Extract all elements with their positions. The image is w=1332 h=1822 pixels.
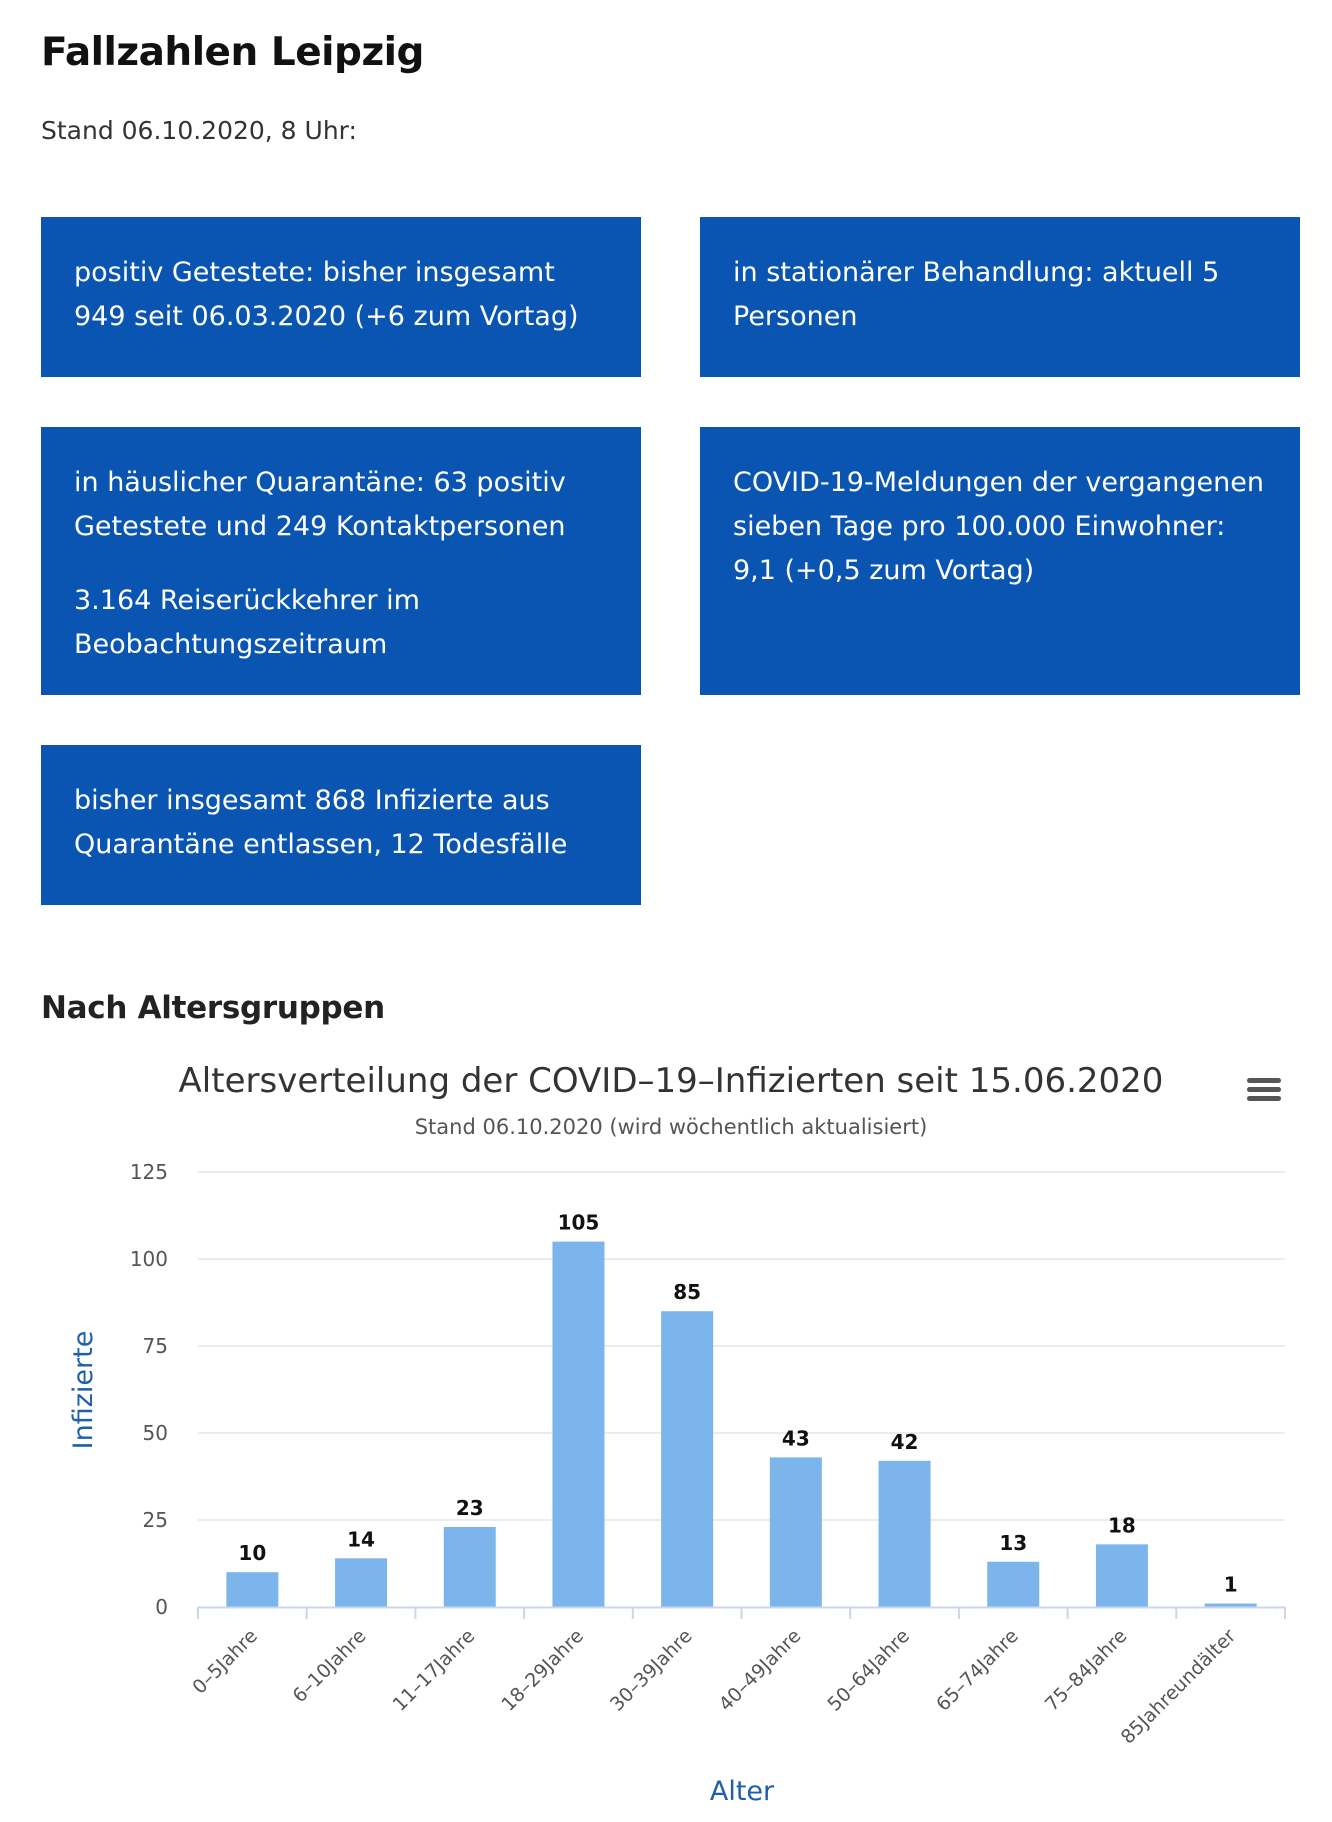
x-axis-title: Alter [710,1776,775,1807]
card-text: in stationärer Behandlung: aktuell 5 Per… [733,257,1220,332]
x-tick-label: 40–49Jahre [715,1625,806,1716]
x-tick-label: 65–74Jahre [932,1625,1023,1716]
x-tick-label: 50–64Jahre [823,1625,914,1716]
bar[interactable] [1204,1603,1257,1607]
x-tick-label: 85Jahreundälter [1117,1625,1241,1749]
chart-gridlines [198,1171,1285,1521]
y-tick-label: 25 [143,1508,168,1532]
hamburger-menu-icon[interactable] [1247,1078,1281,1106]
card-text: in häuslicher Quarantäne: 63 positiv Get… [74,467,566,542]
info-card-recovered-deaths: bisher insgesamt 868 Infizierte aus Quar… [41,745,641,905]
info-card-hospitalized: in stationärer Behandlung: aktuell 5 Per… [700,217,1300,377]
x-tick-label: 75–84Jahre [1041,1625,1132,1716]
chart-subtitle: Stand 06.10.2020 (wird wöchentlich aktua… [415,1115,928,1139]
x-tick-label: 30–39Jahre [606,1625,697,1716]
x-axis-ticks: 0–5Jahre 6–10Jahre 11–17Jahre 18–29Jahre 30–… [188,1625,1240,1749]
section-heading: Nach Altersgruppen [41,990,385,1026]
data-label: 43 [782,1426,810,1450]
y-tick-label: 75 [143,1334,168,1358]
data-label: 13 [999,1531,1027,1555]
data-label: 23 [456,1496,484,1520]
data-label: 1 [1224,1573,1238,1597]
chart-title: Altersverteilung der COVID–19–Infizierte… [179,1061,1164,1101]
data-label: 42 [891,1430,919,1454]
age-distribution-chart: Altersverteilung der COVID–19–Infizierte… [68,1061,1286,1807]
bar[interactable] [987,1561,1040,1607]
x-tick-label: 6–10Jahre [288,1625,370,1707]
bar[interactable] [552,1241,605,1607]
x-tick-label: 11–17Jahre [389,1625,480,1716]
bar[interactable] [769,1457,822,1607]
card-text: 3.164 Reiserückkehrer im Beobachtungszei… [74,585,420,660]
y-tick-label: 50 [143,1421,168,1445]
y-axis-title: Infizierte [68,1331,99,1450]
bar[interactable] [661,1311,714,1607]
x-tick-label: 18–29Jahre [497,1625,588,1716]
bar[interactable] [335,1558,388,1607]
card-text: COVID-19-Meldungen der vergangenen siebe… [733,467,1264,586]
x-axis [197,1606,1286,1619]
y-tick-label: 125 [130,1160,168,1184]
data-label: 18 [1108,1513,1136,1537]
y-tick-label: 0 [155,1595,168,1619]
chart-data-labels: 10 14 23 105 85 43 42 13 18 1 [238,1211,1237,1597]
y-axis-ticks: 0 25 50 75 100 125 [130,1160,168,1619]
data-label: 85 [673,1280,701,1304]
card-text: positiv Getestete: bisher insgesamt 949 … [74,257,579,332]
page-title: Fallzahlen Leipzig [41,30,424,75]
stand-date: Stand 06.10.2020, 8 Uhr: [41,116,357,145]
data-label: 14 [347,1527,375,1551]
card-text: bisher insgesamt 868 Infizierte aus Quar… [74,785,568,860]
bar[interactable] [443,1526,496,1607]
data-label: 105 [558,1211,600,1235]
bar[interactable] [878,1460,931,1607]
data-label: 10 [238,1541,266,1565]
info-card-positive-tested: positiv Getestete: bisher insgesamt 949 … [41,217,641,377]
x-tick-label: 0–5Jahre [188,1625,262,1699]
info-card-incidence: COVID-19-Meldungen der vergangenen siebe… [700,427,1300,695]
info-card-quarantine: in häuslicher Quarantäne: 63 positiv Get… [41,427,641,695]
bar[interactable] [1095,1544,1148,1607]
chart-bars [226,1241,1257,1607]
y-tick-label: 100 [130,1247,168,1271]
bar[interactable] [226,1572,279,1607]
